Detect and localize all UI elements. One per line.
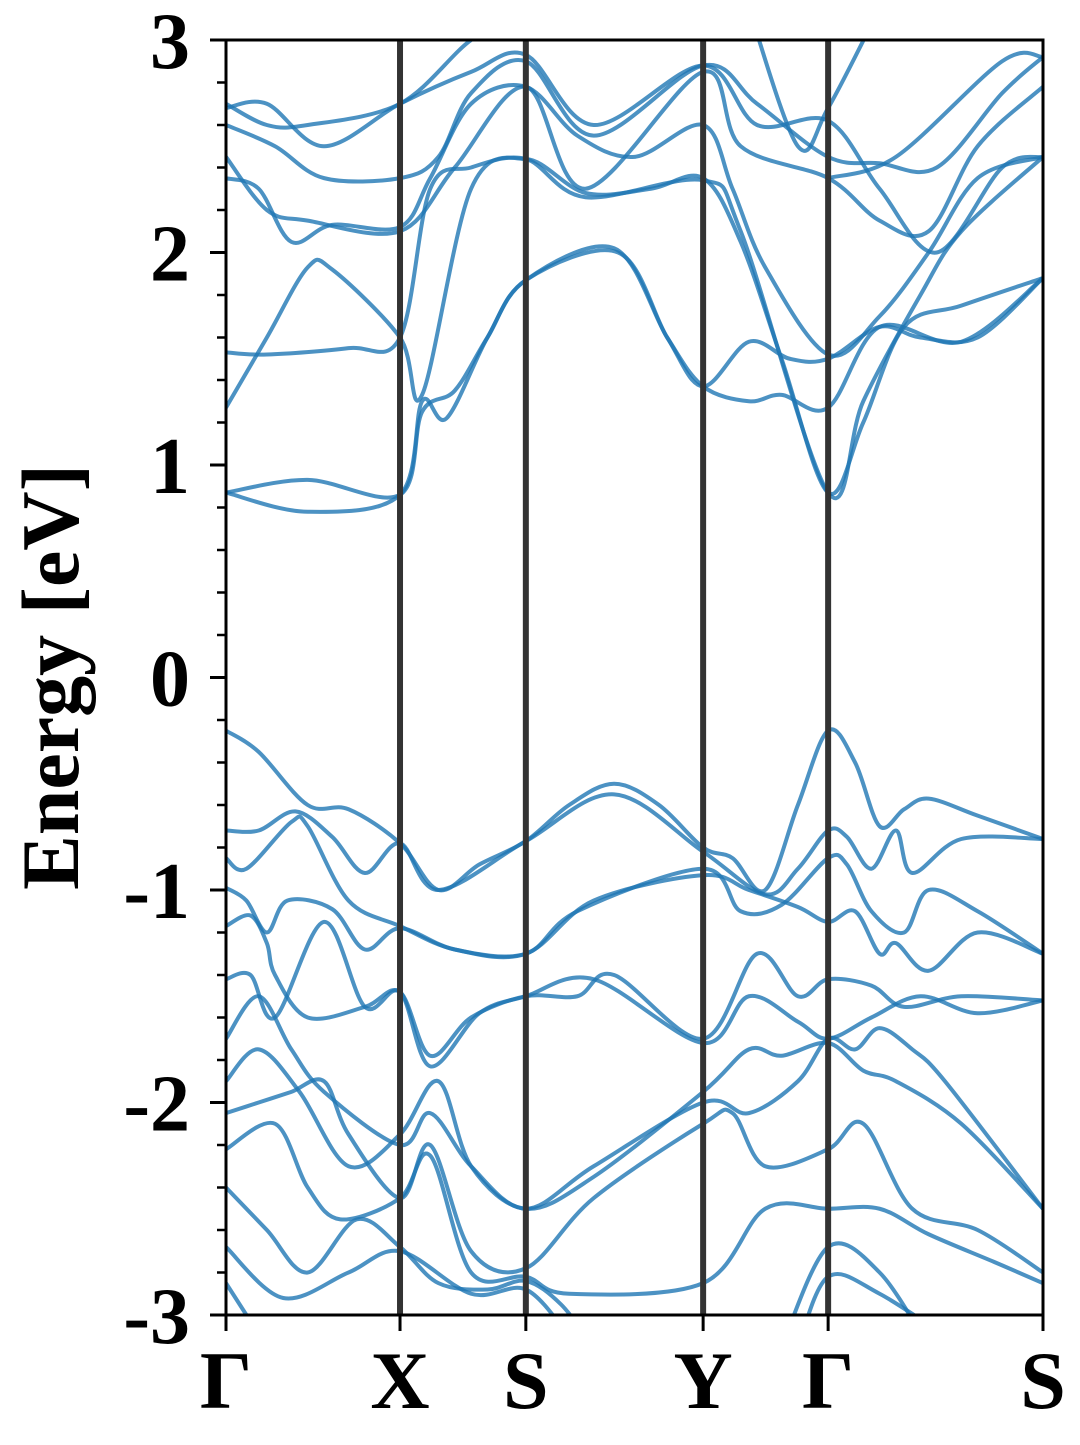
y-axis-label: Energy [eV] xyxy=(5,464,96,890)
band-line-8 xyxy=(226,1077,1043,1275)
band-line-17 xyxy=(226,155,1043,497)
y-tick-label: 0 xyxy=(150,636,190,724)
band-line-16 xyxy=(226,244,1043,514)
y-tick-label: 1 xyxy=(150,423,190,511)
y-tick-label: -3 xyxy=(123,1273,190,1361)
y-tick-label: -2 xyxy=(123,1061,190,1149)
band-line-3 xyxy=(226,873,1043,973)
x-tick-label: Γ xyxy=(802,1335,854,1426)
y-tick-label: -1 xyxy=(123,848,190,936)
band-line-15 xyxy=(226,248,1043,500)
band-line-4 xyxy=(226,913,1043,1058)
band-line-10 xyxy=(226,1186,573,1315)
band-line-14 xyxy=(806,1272,918,1315)
band-line-1 xyxy=(226,792,1043,897)
band-line-9 xyxy=(226,1120,1043,1297)
x-tick-label: Y xyxy=(674,1335,733,1426)
band-line-12 xyxy=(226,1282,249,1315)
x-tick-label: S xyxy=(1020,1335,1066,1426)
band-line-22 xyxy=(226,50,1043,255)
band-line-2 xyxy=(226,814,1043,959)
x-tick-label: X xyxy=(370,1335,429,1426)
band-line-21 xyxy=(226,55,1043,184)
x-tick-label: Γ xyxy=(200,1335,252,1426)
band-line-5 xyxy=(226,919,1043,1069)
y-tick-label: 2 xyxy=(150,211,190,299)
band-line-13 xyxy=(791,1241,912,1315)
band-line-7 xyxy=(226,1040,1043,1211)
y-tick-label: 3 xyxy=(150,0,190,86)
kpoint-lines xyxy=(397,40,832,1315)
band-line-24 xyxy=(756,40,866,153)
band-line-18 xyxy=(226,155,1043,501)
band-line-0 xyxy=(226,727,1043,894)
bands-group xyxy=(226,40,1043,1315)
band-line-20 xyxy=(226,69,1043,239)
y-axis: -3 -2 -1 0 1 2 3 xyxy=(123,0,226,1361)
band-line-23 xyxy=(226,40,475,130)
band-line-25 xyxy=(827,50,1043,181)
band-line-6 xyxy=(226,994,1043,1211)
x-tick-label: S xyxy=(503,1335,549,1426)
